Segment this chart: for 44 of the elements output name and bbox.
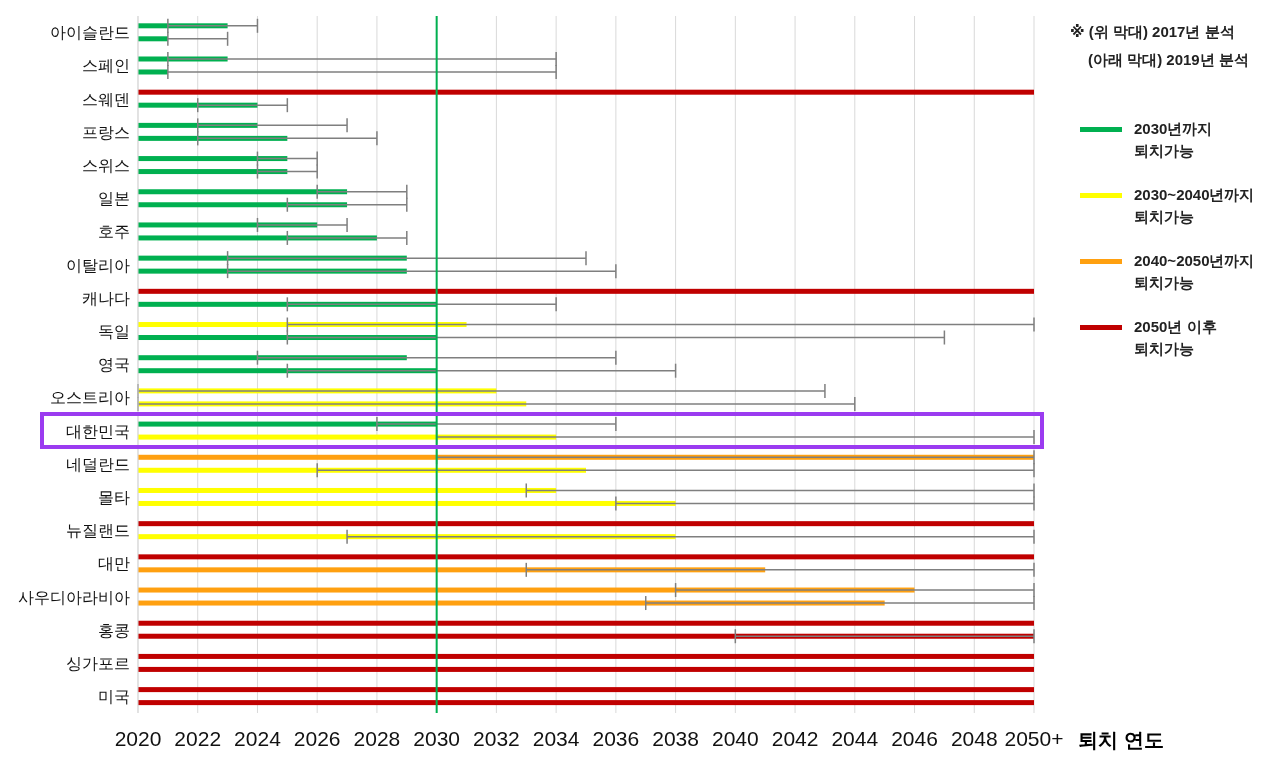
- y-tick-label: 캐나다: [82, 289, 130, 307]
- x-tick-label: 2022: [174, 726, 222, 750]
- y-tick-label: 몰타: [98, 488, 130, 506]
- y-tick-label: 호주: [98, 223, 130, 241]
- text: ※ (위 막대) 2017년 분석: [1070, 22, 1236, 42]
- x-tick-label: 2024: [234, 726, 282, 750]
- y-tick-label: 독일: [98, 322, 130, 340]
- legend-label: 2040~2050년까지 퇴치가능: [1134, 251, 1255, 293]
- x-axis-title: 퇴치 연도: [1078, 728, 1164, 753]
- y-tick-label: 뉴질랜드: [66, 522, 130, 540]
- text: (아래 막대) 2019년 분석: [1087, 50, 1249, 70]
- y-tick-label: 오스트리아: [50, 389, 130, 407]
- y-tick-label: 대만: [98, 555, 130, 573]
- x-tick-label: 2030: [413, 726, 461, 750]
- x-tick-label: 2048: [950, 726, 998, 750]
- x-tick-label: 2044: [831, 726, 879, 750]
- y-tick-label: 영국: [98, 356, 130, 374]
- y-tick-label: 프랑스: [82, 123, 130, 141]
- x-tick-label: 2028: [353, 726, 401, 750]
- legend-label: 2030~2040년까지 퇴치가능: [1134, 185, 1255, 227]
- y-tick-label: 이탈리아: [66, 256, 130, 274]
- x-tick-label: 2040: [711, 726, 759, 750]
- y-tick-label: 대한민국: [66, 422, 130, 440]
- y-tick-label: 스위스: [82, 157, 130, 175]
- y-tick-label: 일본: [98, 190, 130, 208]
- x-tick-label: 2026: [293, 726, 341, 750]
- x-tick-label: 2050+: [1004, 726, 1064, 750]
- x-tick-label: 2042: [771, 726, 819, 750]
- x-tick-label: 2020: [114, 726, 162, 750]
- x-tick-label: 2036: [592, 726, 640, 750]
- x-tick-label: 2034: [532, 726, 580, 750]
- y-tick-label: 스웨덴: [82, 90, 130, 108]
- legend-label: 2030년까지 퇴치가능: [1134, 119, 1214, 161]
- y-tick-label: 홍콩: [98, 621, 130, 639]
- y-tick-label: 미국: [98, 688, 130, 706]
- x-tick-label: 2032: [473, 726, 520, 750]
- x-tick-label: 2038: [652, 726, 699, 750]
- legend-label: 2050년 이후 퇴치가능: [1134, 317, 1218, 359]
- y-tick-label: 아이슬란드: [50, 24, 130, 42]
- x-tick-label: 2046: [891, 726, 938, 750]
- y-tick-label: 사우디아라비아: [18, 588, 130, 606]
- y-tick-label: 네덜란드: [66, 455, 130, 473]
- y-tick-label: 스페인: [82, 57, 130, 75]
- y-tick-label: 싱가포르: [66, 654, 130, 672]
